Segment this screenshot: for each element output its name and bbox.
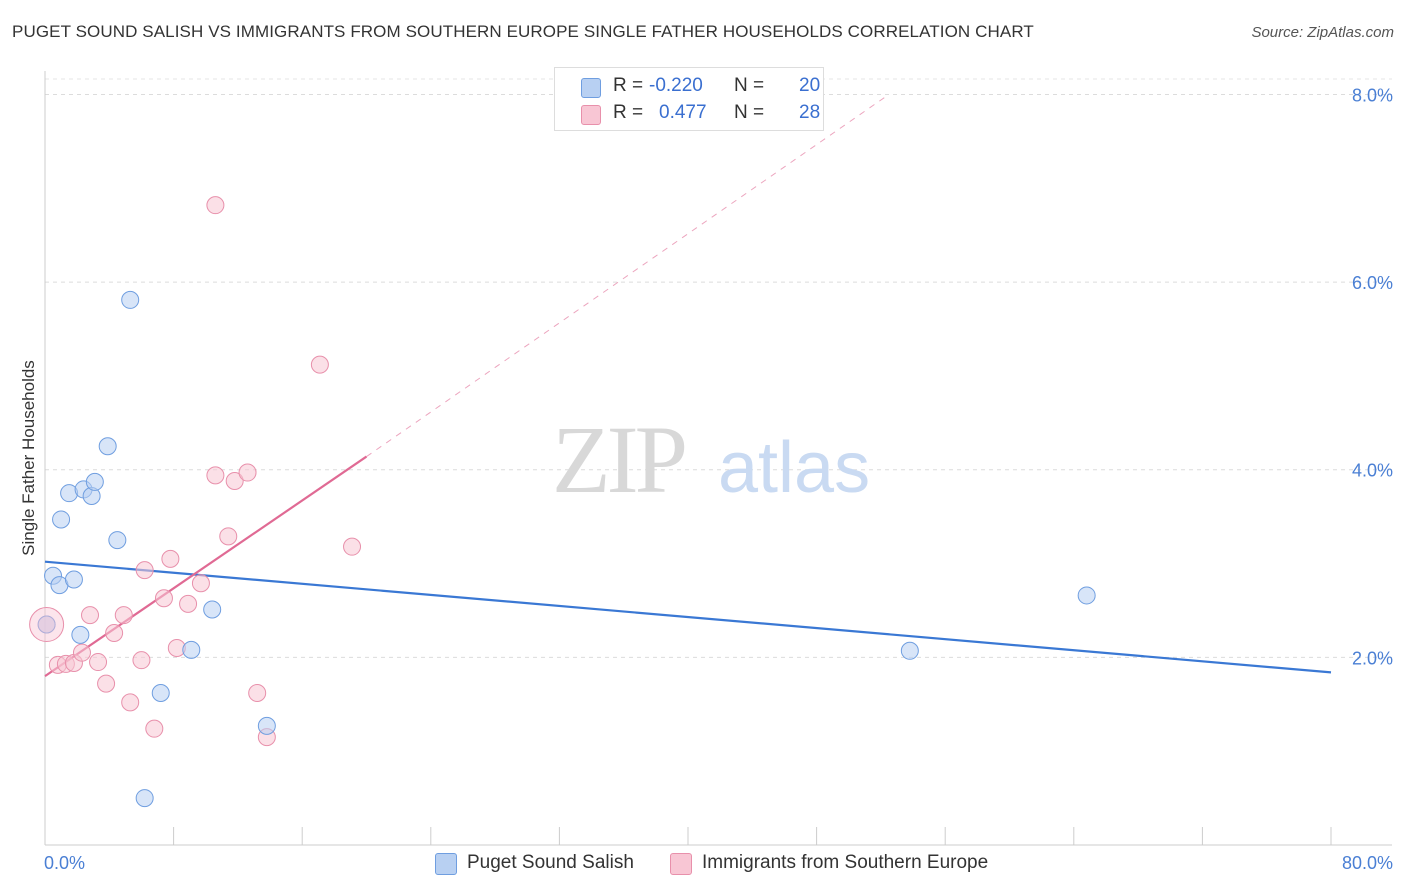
point-southern-europe [179,594,198,613]
watermark-atlas: atlas [718,428,870,508]
point-southern-europe [72,643,91,662]
x-tick-label: 80.0% [1342,853,1393,873]
point-southern-europe [206,466,225,485]
point-salish [151,684,170,703]
legend-swatch-pink [581,105,601,125]
point-southern-europe [145,719,164,738]
point-southern-europe [206,196,225,215]
point-salish [85,472,104,491]
axes [44,71,1392,846]
trend-line-southern-europe [44,455,368,678]
legend-r-value: -0.220 [649,75,703,96]
x-tick-label: 0.0% [44,853,85,873]
point-southern-europe [238,463,257,482]
point-salish [135,789,154,808]
point-salish [37,615,56,634]
y-tick-label: 2.0% [1352,648,1393,668]
point-salish [1077,586,1096,605]
point-southern-europe [89,653,108,672]
point-southern-europe [121,693,140,712]
y-tick-labels: 2.0% 4.0% 6.0% 8.0% [1352,85,1393,668]
point-southern-europe [132,651,151,670]
trend-line-salish [44,560,1332,674]
legend-n-label: N = [734,75,765,96]
point-salish [52,510,71,529]
grid-lines [45,78,1392,658]
data-points [29,196,1096,808]
point-salish [203,600,222,619]
point-salish [71,625,90,644]
y-tick-label: 6.0% [1352,273,1393,293]
chart-title: PUGET SOUND SALISH VS IMMIGRANTS FROM SO… [12,22,1034,41]
point-salish [182,640,201,659]
point-southern-europe [105,623,124,642]
point-southern-europe [219,527,238,546]
y-axis-label: Single Father Households [19,360,38,556]
legend-n-label: N = [734,102,765,123]
point-southern-europe [97,674,116,693]
y-tick-label: 8.0% [1352,85,1393,105]
point-salish [257,716,276,735]
legend-n-value: 28 [799,102,821,123]
legend-swatch-blue [581,78,601,98]
point-salish [108,531,127,550]
point-southern-europe [161,549,180,568]
bottom-legend-label: Puget Sound Salish [467,852,634,873]
source-label: Source: ZipAtlas.com [1251,24,1394,41]
point-southern-europe [343,537,362,556]
bottom-legend-swatch-pink [670,853,692,875]
point-southern-europe [114,606,133,625]
point-southern-europe [248,684,267,703]
correlation-legend: R = -0.220 N = 20 R = 0.477 N = 28 [554,67,824,131]
point-southern-europe [81,606,100,625]
legend-r-label: R = [613,102,644,123]
x-tick-labels: 0.0% 80.0% [44,853,1393,873]
point-cluster-large [29,607,65,643]
watermark-zip: ZIP [552,406,685,513]
legend-r-value: 0.477 [659,102,707,123]
bottom-legend-label: Immigrants from Southern Europe [702,852,989,873]
point-southern-europe [135,561,154,580]
point-salish [64,570,83,589]
bottom-legend-swatch-blue [435,853,457,875]
watermark: ZIP atlas [552,406,870,513]
point-salish [121,290,140,309]
legend-r-label: R = [613,75,644,96]
point-southern-europe [310,355,329,374]
point-southern-europe [154,589,173,608]
trend-lines [44,94,1332,678]
legend-n-value: 20 [799,75,821,96]
point-salish [900,641,919,660]
point-salish [98,437,117,456]
y-tick-label: 4.0% [1352,461,1393,481]
trend-line-southern-europe-extension [366,94,890,458]
point-southern-europe [191,574,210,593]
point-southern-europe [225,471,244,490]
